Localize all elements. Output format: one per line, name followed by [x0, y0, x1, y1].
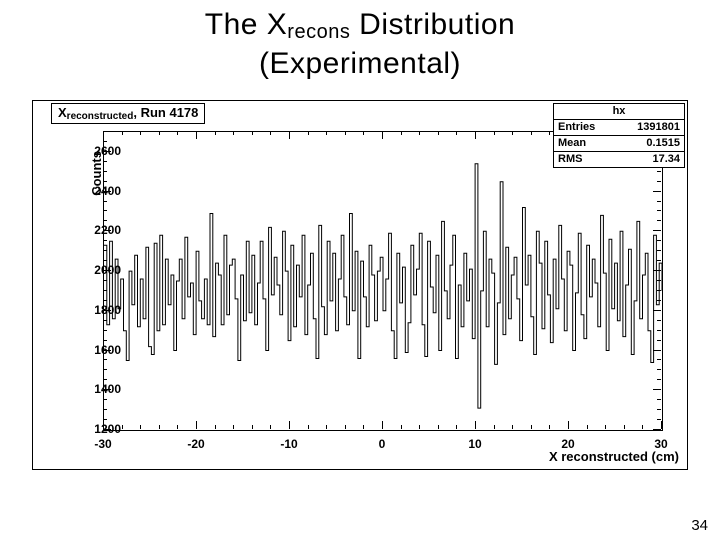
x-tick-label: 30	[641, 437, 681, 451]
x-tick-label: 10	[455, 437, 495, 451]
stats-row-rms: RMS 17.34	[554, 152, 684, 167]
stats-label: Entries	[558, 120, 595, 135]
x-tick-label: -10	[269, 437, 309, 451]
chart-title-box: Xreconstructed, Run 4178	[51, 103, 205, 124]
stats-label: RMS	[558, 152, 582, 167]
x-axis-label: X reconstructed (cm)	[549, 449, 679, 464]
y-tick-label: 2600	[61, 144, 121, 158]
slide-title: The Xrecons Distribution (Experimental)	[0, 0, 720, 83]
y-tick-label: 2400	[61, 184, 121, 198]
page-number: 34	[691, 517, 708, 534]
chart-title-part2: , Run 4178	[133, 105, 198, 120]
chart-title-sub: reconstructed	[67, 111, 134, 122]
y-tick-label: 1800	[61, 303, 121, 317]
y-tick-label: 1200	[61, 422, 121, 436]
stats-label: Mean	[558, 136, 586, 151]
stats-value: 17.34	[652, 152, 680, 167]
y-tick-label: 2000	[61, 263, 121, 277]
title-part1: The X	[205, 8, 288, 41]
title-part2: Distribution	[350, 8, 515, 41]
title-line2: (Experimental)	[259, 47, 461, 80]
title-subscript: recons	[287, 21, 350, 43]
y-tick-label: 1600	[61, 343, 121, 357]
plot-frame	[103, 131, 663, 431]
chart-container: Xreconstructed, Run 4178 hx Entries 1391…	[32, 100, 688, 470]
x-tick-label: -30	[83, 437, 123, 451]
chart-title-part1: X	[58, 105, 67, 120]
line-plot	[104, 132, 662, 430]
stats-value: 0.1515	[646, 136, 680, 151]
stats-row-mean: Mean 0.1515	[554, 136, 684, 152]
stats-row-entries: Entries 1391801	[554, 120, 684, 136]
stats-box: hx Entries 1391801 Mean 0.1515 RMS 17.34	[553, 103, 685, 168]
x-tick-label: 20	[548, 437, 588, 451]
y-tick-label: 2200	[61, 223, 121, 237]
stats-header: hx	[554, 104, 684, 120]
x-tick-label: -20	[176, 437, 216, 451]
x-tick-label: 0	[362, 437, 402, 451]
y-tick-label: 1400	[61, 382, 121, 396]
stats-value: 1391801	[637, 120, 680, 135]
